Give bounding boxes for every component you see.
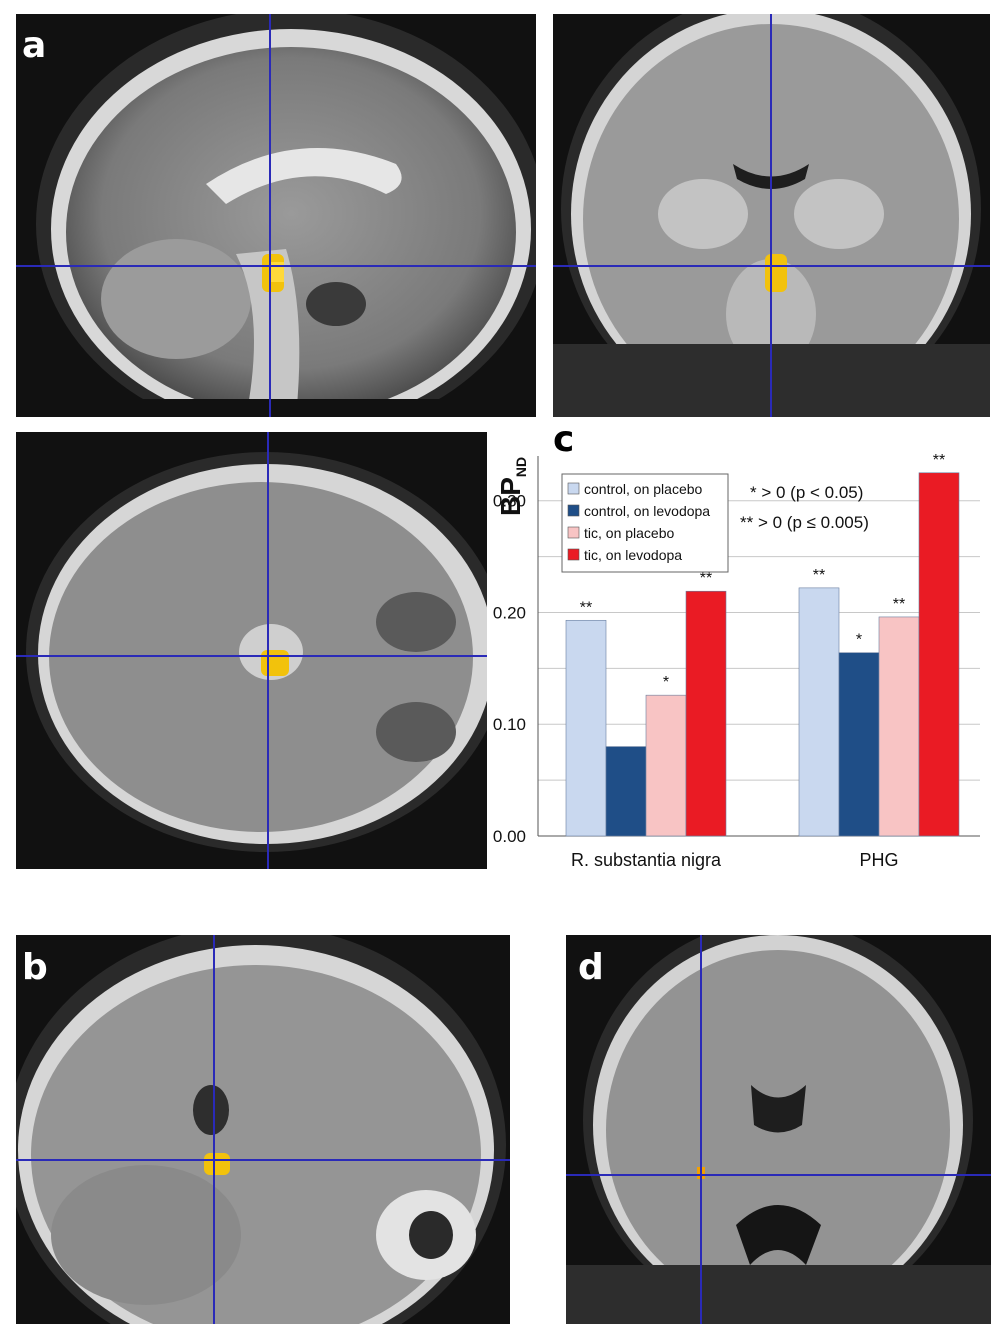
panel-label-d: d [578, 947, 604, 988]
significance-mark: ** [893, 596, 905, 613]
annotation-double-star: ** > 0 (p ≤ 0.005) [740, 513, 869, 532]
significance-mark: ** [813, 567, 825, 584]
legend-label: tic, on placebo [584, 525, 674, 541]
y-tick-label: 0.30 [493, 492, 526, 511]
bar [798, 587, 840, 837]
mri-sagittal-image [16, 14, 536, 417]
legend-box [561, 473, 729, 573]
legend-label: control, on levodopa [584, 503, 710, 519]
mri-coronal-image [553, 14, 990, 417]
mri-axial-image [16, 432, 487, 869]
bar [918, 472, 960, 837]
panel-label-a: a [22, 25, 47, 66]
y-tick-label: 0.20 [493, 603, 526, 622]
legend-swatch [567, 482, 580, 495]
significance-mark: * [663, 674, 669, 691]
legend-label: control, on placebo [584, 481, 703, 497]
y-tick-label: 0.10 [493, 715, 526, 734]
y-axis-title: BPND [495, 457, 529, 516]
annotation-single-star: * > 0 (p < 0.05) [750, 483, 863, 502]
mri-sagittal-panel-a: a [16, 14, 536, 417]
bar [605, 746, 647, 837]
mri-sagittal-image-b [16, 935, 510, 1324]
mri-sagittal-panel-b: b [16, 935, 510, 1324]
bar [878, 616, 920, 837]
significance-mark: ** [933, 452, 945, 469]
mri-coronal-panel-a [553, 14, 990, 417]
bar [565, 619, 607, 837]
mri-coronal-panel-d: d [566, 935, 991, 1324]
legend-swatch [567, 504, 580, 517]
legend-label: tic, on levodopa [584, 547, 682, 563]
bar [685, 590, 727, 837]
x-tick-label: R. substantia nigra [571, 850, 722, 870]
mri-axial-panel-a [16, 432, 487, 869]
significance-mark: ** [700, 570, 712, 587]
bar [645, 694, 687, 837]
bar-chart-panel-c: c 0.00 0.10 0.20 0.30 BPND ** * ** R. substantia… [488, 420, 1000, 880]
bar [838, 652, 880, 837]
panel-label-b: b [22, 947, 48, 988]
x-tick-label: PHG [859, 850, 898, 870]
legend-swatch [567, 526, 580, 539]
y-tick-label: 0.00 [493, 827, 526, 846]
panel-label-c: c [553, 419, 575, 460]
significance-mark: ** [580, 599, 592, 616]
legend-swatch [567, 548, 580, 561]
mri-coronal-image-d [566, 935, 991, 1324]
significance-mark: * [856, 632, 862, 649]
